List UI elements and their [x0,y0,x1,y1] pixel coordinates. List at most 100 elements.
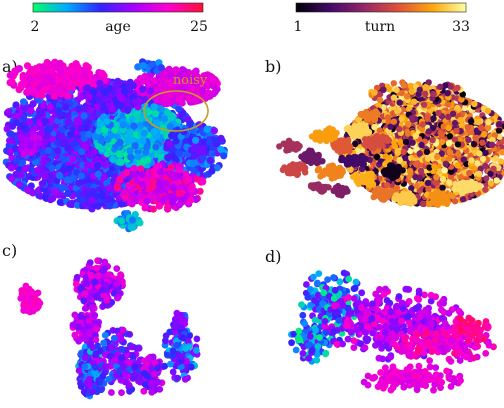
scatter-point [157,168,165,176]
scatter-point [162,179,171,187]
scatter-point [38,180,46,188]
scatter-point [64,189,72,198]
scatter-point [127,153,135,161]
scatter-point [131,142,139,150]
scatter-point [139,137,147,145]
scatter-point [120,188,128,196]
scatter-point [41,79,49,87]
scatter-point [124,105,132,114]
scatter-point [65,76,73,84]
scatter-point [81,142,89,150]
scatter-point [115,150,123,158]
scatter-point [26,142,34,150]
scatter-point [116,158,124,166]
scatter-point [12,170,20,178]
scatter-point [83,84,91,92]
panel-label-b: b) [265,57,281,76]
scatter-point [192,136,200,144]
scatter-point [144,172,152,180]
colorbar-age-label: age [105,19,131,35]
scatter-point [169,183,178,192]
scatter-point [69,155,77,163]
colorbar-age-min: 2 [31,19,40,35]
scatter-point [143,143,151,151]
scatter-point [95,96,103,104]
scatter-point [211,136,219,144]
scatter-point [175,162,183,170]
scatter-point [64,92,72,100]
scatter-point [141,204,149,212]
scatter-point [129,223,137,231]
scatter-point [124,137,132,145]
scatter-point [20,80,28,88]
scatter-point [81,105,89,113]
scatter-point [206,156,214,164]
scatter-point [55,171,64,180]
scatter-point [193,144,201,152]
scatter-point [123,169,131,177]
colorbar-turn-max: 33 [452,19,470,35]
scatter-point [58,126,66,134]
scatter-point [193,175,201,183]
panel-label-c: c) [2,241,17,260]
scatter-point [77,196,85,204]
scatter-point [80,112,88,120]
scatter-point [87,150,95,158]
scatter-point [41,117,49,125]
scatter-point [128,191,136,199]
scatter-point [133,111,141,119]
scatter-point [65,165,73,173]
scatter-point [117,94,125,102]
scatter-point [208,167,216,175]
scatter-point [119,121,127,129]
scatter-point [152,110,160,118]
scatter-point [165,65,173,73]
scatter-point [149,193,157,201]
scatter-point [175,95,183,103]
scatter-point [51,58,59,66]
scatter-point [77,92,85,100]
scatter-panel-b [276,79,504,208]
scatter-point [206,92,214,100]
scatter-point [6,137,14,145]
scatter-point [118,217,126,225]
scatter-point [150,103,158,111]
scatter-point [103,117,111,125]
scatter-point [138,171,146,179]
scatter-point [55,88,63,96]
scatter-point [60,155,68,163]
scatter-point [25,75,33,83]
scatter-point [67,130,75,138]
scatter-panel-a [2,58,228,233]
scatter-point [116,176,124,184]
colorbar-age-bar [32,2,204,13]
scatter-point [85,93,93,101]
scatter-point [64,144,72,152]
scatter-point [203,125,211,133]
scatter-point [98,69,106,77]
scatter-point [29,100,37,108]
scatter-point [5,108,13,116]
scatter-point [54,146,62,155]
scatter-point [24,186,32,194]
scatter-point [98,192,106,200]
scatter-point [72,60,80,68]
scatter-point [46,125,54,133]
scatter-point [187,185,195,193]
scatter-point [160,194,168,202]
scatter-point [190,152,198,160]
scatter-point [121,87,129,95]
scatter-point [164,203,172,211]
scatter-point [136,75,144,83]
scatter-point [94,170,102,178]
scatter-point [40,87,48,95]
scatter-point [26,69,34,77]
scatter-point [191,97,199,105]
scatter-point [46,103,54,111]
colorbar-turn-min: 1 [294,19,303,35]
colorbar-turn-bar [295,2,467,13]
scatter-point [85,118,93,126]
scatter-point [139,85,147,93]
scatter-point [175,190,183,198]
scatter-point [159,98,167,106]
